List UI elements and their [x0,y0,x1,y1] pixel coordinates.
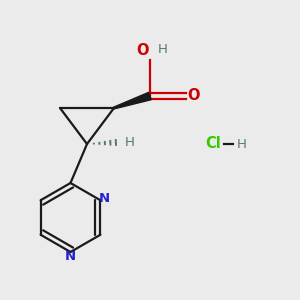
Text: H: H [237,137,247,151]
Text: O: O [188,88,200,104]
Text: Cl: Cl [206,136,221,152]
Text: H: H [158,44,167,56]
Text: H: H [124,136,134,149]
Text: N: N [98,192,110,205]
Text: N: N [65,250,76,262]
Text: O: O [136,44,148,59]
Polygon shape [114,92,151,109]
